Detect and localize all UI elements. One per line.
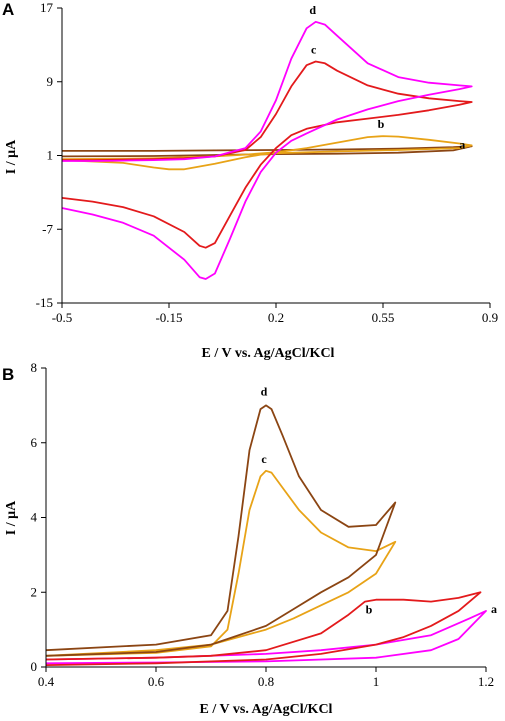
panel-a-x-axis-title: E / V vs. Ag/AgCl/KCl	[202, 346, 335, 361]
x-tick-label: 1	[373, 674, 380, 689]
curve-c	[61, 60, 473, 249]
x-tick-label: 1.2	[478, 674, 494, 689]
panel-b-axes	[45, 368, 486, 668]
panel-a-y-axis-title: I / μA	[4, 139, 19, 174]
panel-b-y-axis-title: I / μA	[4, 500, 19, 535]
y-tick-label: 2	[31, 584, 38, 599]
curve-c	[45, 469, 397, 657]
x-tick-label: 0.6	[148, 674, 165, 689]
curve-label-b: b	[366, 603, 373, 617]
curve-b	[61, 135, 473, 171]
panel-b-curve-labels: a b c d	[261, 384, 497, 616]
x-tick-label: 0.9	[482, 310, 498, 325]
panel-a-curve-labels: a b c d	[309, 3, 465, 152]
curve-label-a: a	[459, 137, 465, 151]
curve-a	[45, 610, 487, 665]
curve-b	[45, 591, 482, 666]
panel-b: B 0.4 0.6 0.8 1 1.2 0 2 4 6 8 a b c d E / V vs. Ag/A…	[2, 360, 497, 717]
curve-label-d: d	[309, 3, 316, 17]
x-tick-label: 0.8	[258, 674, 274, 689]
panel-a: A -0.5 -0.15 0.2 0.55 0.9 -15 -7 1 9 17 a b c d E / …	[2, 0, 498, 361]
panel-a-curves	[61, 20, 473, 280]
curve-label-d: d	[261, 384, 268, 398]
y-tick-label: -15	[36, 295, 53, 310]
y-tick-label: 1	[47, 148, 54, 163]
x-tick-label: 0.2	[268, 310, 284, 325]
curve-label-b: b	[378, 117, 385, 131]
curve-label-a: a	[491, 602, 497, 616]
curve-label-c: c	[261, 452, 267, 466]
y-tick-label: 17	[40, 0, 54, 15]
y-tick-label: 4	[31, 510, 38, 525]
panel-a-letter: A	[2, 0, 14, 19]
y-tick-label: 6	[31, 435, 38, 450]
y-tick-label: 0	[31, 659, 38, 674]
y-tick-label: -7	[42, 221, 53, 236]
panel-b-ticks: 0.4 0.6 0.8 1 1.2 0 2 4 6 8	[31, 360, 495, 689]
x-tick-label: 0.55	[372, 310, 395, 325]
x-tick-label: -0.15	[155, 310, 182, 325]
panel-b-letter: B	[2, 365, 14, 384]
curve-label-c: c	[311, 43, 317, 57]
y-tick-label: 8	[31, 360, 38, 375]
panel-b-curves	[45, 404, 487, 666]
x-tick-label: -0.5	[52, 310, 73, 325]
x-tick-label: 0.4	[38, 674, 55, 689]
panel-a-ticks: -0.5 -0.15 0.2 0.55 0.9 -15 -7 1 9 17	[36, 0, 498, 325]
y-tick-label: 9	[47, 74, 54, 89]
panel-b-x-axis-title: E / V vs. Ag/AgCl/KCl	[200, 702, 333, 717]
curve-d	[61, 20, 473, 280]
curve-d	[45, 404, 397, 657]
